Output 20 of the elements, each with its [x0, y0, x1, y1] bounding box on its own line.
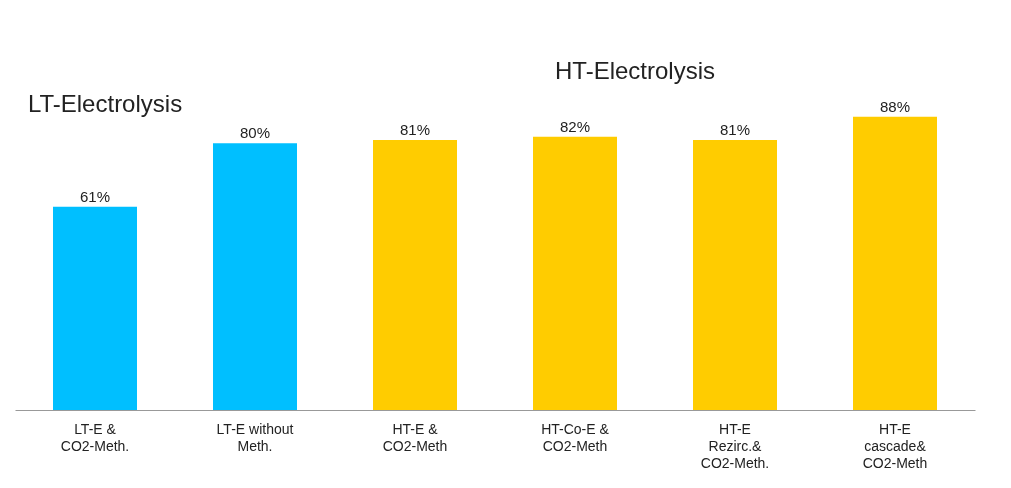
x-tick-label: HT-E Rezirc.& CO2-Meth.: [700, 420, 770, 471]
data-label: 82%: [559, 117, 591, 135]
bar: [693, 140, 777, 410]
x-tick-label: LT-E without Meth.: [216, 420, 294, 454]
x-tick-label: HT-Co-E & CO2-Meth: [541, 420, 610, 454]
data-label: 88%: [879, 97, 911, 115]
bar: [853, 116, 937, 410]
x-tick-label: LT-E & CO2-Meth.: [60, 420, 130, 454]
data-label: 81%: [399, 121, 431, 138]
x-tick-label: HT-E & CO2-Meth: [382, 420, 448, 454]
bar: [213, 143, 297, 410]
bar: [53, 206, 137, 410]
data-label: 61%: [79, 187, 111, 205]
data-label: 81%: [719, 121, 751, 138]
bar: [533, 136, 617, 410]
bar: [373, 140, 457, 410]
text: HT-Electrolysis: [554, 57, 716, 84]
annotation: LT-Electrolysis: [27, 90, 183, 117]
data-label: 80%: [239, 124, 271, 142]
x-tick-label: HT-E cascade& CO2-Meth: [862, 420, 928, 471]
